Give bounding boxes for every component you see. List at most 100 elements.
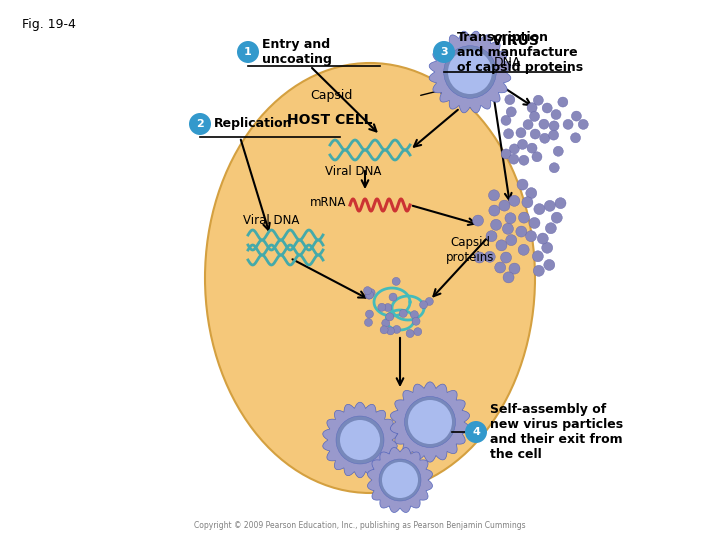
Circle shape [551,110,561,119]
Circle shape [410,310,418,319]
Circle shape [529,218,540,228]
Circle shape [509,263,520,274]
Circle shape [426,298,433,306]
Circle shape [527,103,537,113]
Text: Transcription
and manufacture
of capsid proteins: Transcription and manufacture of capsid … [457,30,583,73]
Circle shape [501,116,511,125]
Circle shape [541,242,553,253]
Circle shape [544,200,555,211]
Circle shape [448,50,492,94]
Text: HOST CELL: HOST CELL [287,113,373,127]
Text: 4: 4 [472,427,480,437]
Circle shape [496,240,507,251]
Circle shape [384,303,392,312]
Circle shape [364,287,372,295]
Circle shape [387,327,395,335]
Text: 1: 1 [244,47,252,57]
Polygon shape [390,382,469,462]
Circle shape [509,144,519,154]
Circle shape [563,119,573,130]
Circle shape [509,154,519,164]
Circle shape [572,111,582,121]
Circle shape [501,149,511,159]
Circle shape [553,146,563,156]
Circle shape [465,421,487,443]
Circle shape [472,215,484,226]
Text: VIRUS: VIRUS [492,34,540,48]
Circle shape [518,244,529,255]
Circle shape [552,212,562,223]
Circle shape [444,46,496,98]
Circle shape [517,179,528,190]
Circle shape [389,293,397,301]
Circle shape [534,204,545,214]
Text: Viral DNA: Viral DNA [325,165,382,178]
Text: Copyright © 2009 Pearson Education, Inc., publishing as Pearson Benjamin Cumming: Copyright © 2009 Pearson Education, Inc.… [194,521,526,530]
Ellipse shape [205,63,535,493]
Text: Replication: Replication [214,118,292,131]
Circle shape [489,205,500,216]
Polygon shape [367,448,433,512]
Text: Self-assembly of
new virus particles
and their exit from
the cell: Self-assembly of new virus particles and… [490,403,623,461]
Circle shape [518,212,529,223]
Text: DNA: DNA [494,56,521,69]
Circle shape [534,265,544,276]
Circle shape [526,231,536,242]
Circle shape [542,103,552,113]
Circle shape [420,301,428,309]
Circle shape [392,278,400,285]
Text: 3: 3 [440,47,448,57]
Circle shape [380,326,388,334]
Circle shape [558,97,568,107]
Circle shape [523,119,533,130]
Circle shape [412,318,420,325]
Text: Entry and
uncoating: Entry and uncoating [262,38,332,66]
Circle shape [505,94,515,105]
Circle shape [336,416,384,464]
Circle shape [382,319,390,327]
Circle shape [414,328,422,336]
Circle shape [534,95,544,105]
Circle shape [382,462,418,498]
Circle shape [406,329,414,338]
Circle shape [364,319,372,327]
Text: Fig. 19-4: Fig. 19-4 [22,18,76,31]
Circle shape [509,195,520,206]
Circle shape [549,121,559,131]
Circle shape [544,259,555,271]
Circle shape [408,400,452,444]
Polygon shape [429,31,510,113]
Circle shape [488,190,500,201]
Polygon shape [323,402,397,478]
Circle shape [367,289,375,296]
Circle shape [340,420,380,460]
Circle shape [189,113,211,135]
Circle shape [555,198,566,208]
Circle shape [540,133,550,143]
Circle shape [392,326,400,334]
Circle shape [379,459,421,501]
Circle shape [500,252,511,263]
Circle shape [578,119,588,130]
Circle shape [474,252,485,263]
Circle shape [527,143,537,153]
Circle shape [490,219,502,230]
Circle shape [378,303,386,311]
Circle shape [366,310,374,318]
Circle shape [506,107,516,117]
Circle shape [539,119,549,129]
Circle shape [486,231,497,242]
Circle shape [400,309,408,318]
Circle shape [570,133,580,143]
Circle shape [386,313,394,321]
Circle shape [433,41,455,63]
Circle shape [503,272,514,283]
Circle shape [365,291,373,299]
Circle shape [503,129,513,139]
Circle shape [237,41,259,63]
Circle shape [366,291,374,299]
Circle shape [519,156,529,165]
Circle shape [549,130,559,140]
Circle shape [532,251,544,262]
Circle shape [516,128,526,138]
